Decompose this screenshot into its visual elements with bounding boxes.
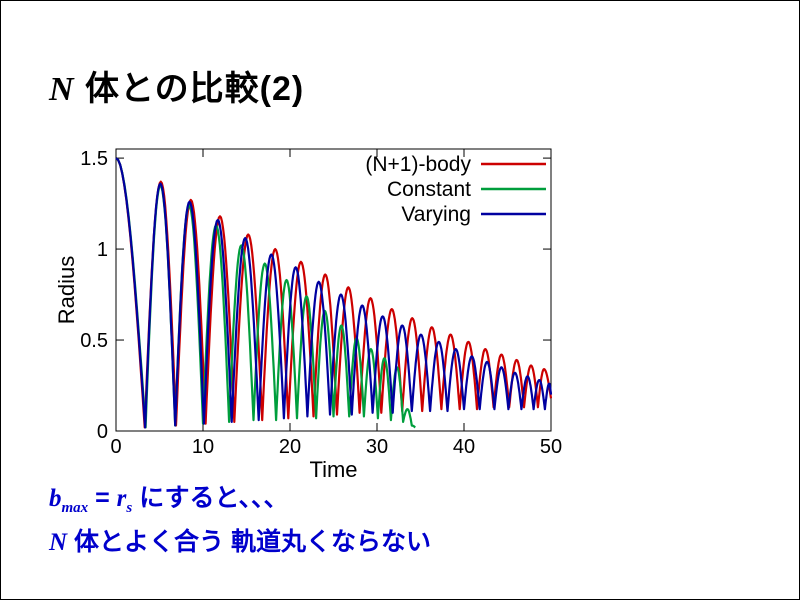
note-sub-s: s [126,500,133,516]
x-tick-label: 10 [192,436,214,458]
slide-title: N 体との比較(2) [49,61,304,110]
x-tick-label: 40 [453,436,475,458]
note-line1: bmax = rs にすると、、、 [49,481,431,525]
radius-vs-time-plot: 0 10 20 30 40 50 0 0.5 1 1.5 Time Radius (N+1)-bodyC… [54,148,562,482]
series-Varying [115,157,553,429]
radius-time-chart: 0 10 20 30 40 50 0 0.5 1 1.5 Time Radius (N+1)-body C… [54,141,576,486]
y-tick-label: 1.5 [80,148,108,170]
x-tick-label: 50 [540,436,562,458]
note-var-bmax: b [49,485,62,512]
x-tick-label: 0 [110,436,121,458]
legend-label: Varying [401,203,471,226]
legend-label: (N+1)-body [365,153,471,176]
y-axis-label: Radius [56,256,79,324]
note-line2: N 体とよく合う 軌道丸くならない [49,525,431,560]
plot-border [115,148,552,432]
y-tick-label: 0.5 [80,330,108,352]
x-tick-label: 20 [279,436,301,458]
title-text: 体との比較(2) [74,70,305,108]
title-math-n: N [49,71,75,108]
bottom-notes: bmax = rs にすると、、、 N 体とよく合う 軌道丸くならない [49,481,431,560]
note-var-rs: r [116,485,127,512]
y-tick-label: 1 [97,239,108,261]
note-sub-max: max [61,500,89,516]
note-math-n: N [49,529,68,556]
note-line2-text: 体とよく合う 軌道丸くならない [67,528,431,556]
note-line1-text: にすると、、、 [132,484,289,512]
y-tick-label: 0 [97,421,108,443]
x-axis-label: Time [309,457,357,482]
x-tick-label: 30 [366,436,388,458]
note-equals: = [88,484,117,512]
legend-label: Constant [387,178,471,201]
